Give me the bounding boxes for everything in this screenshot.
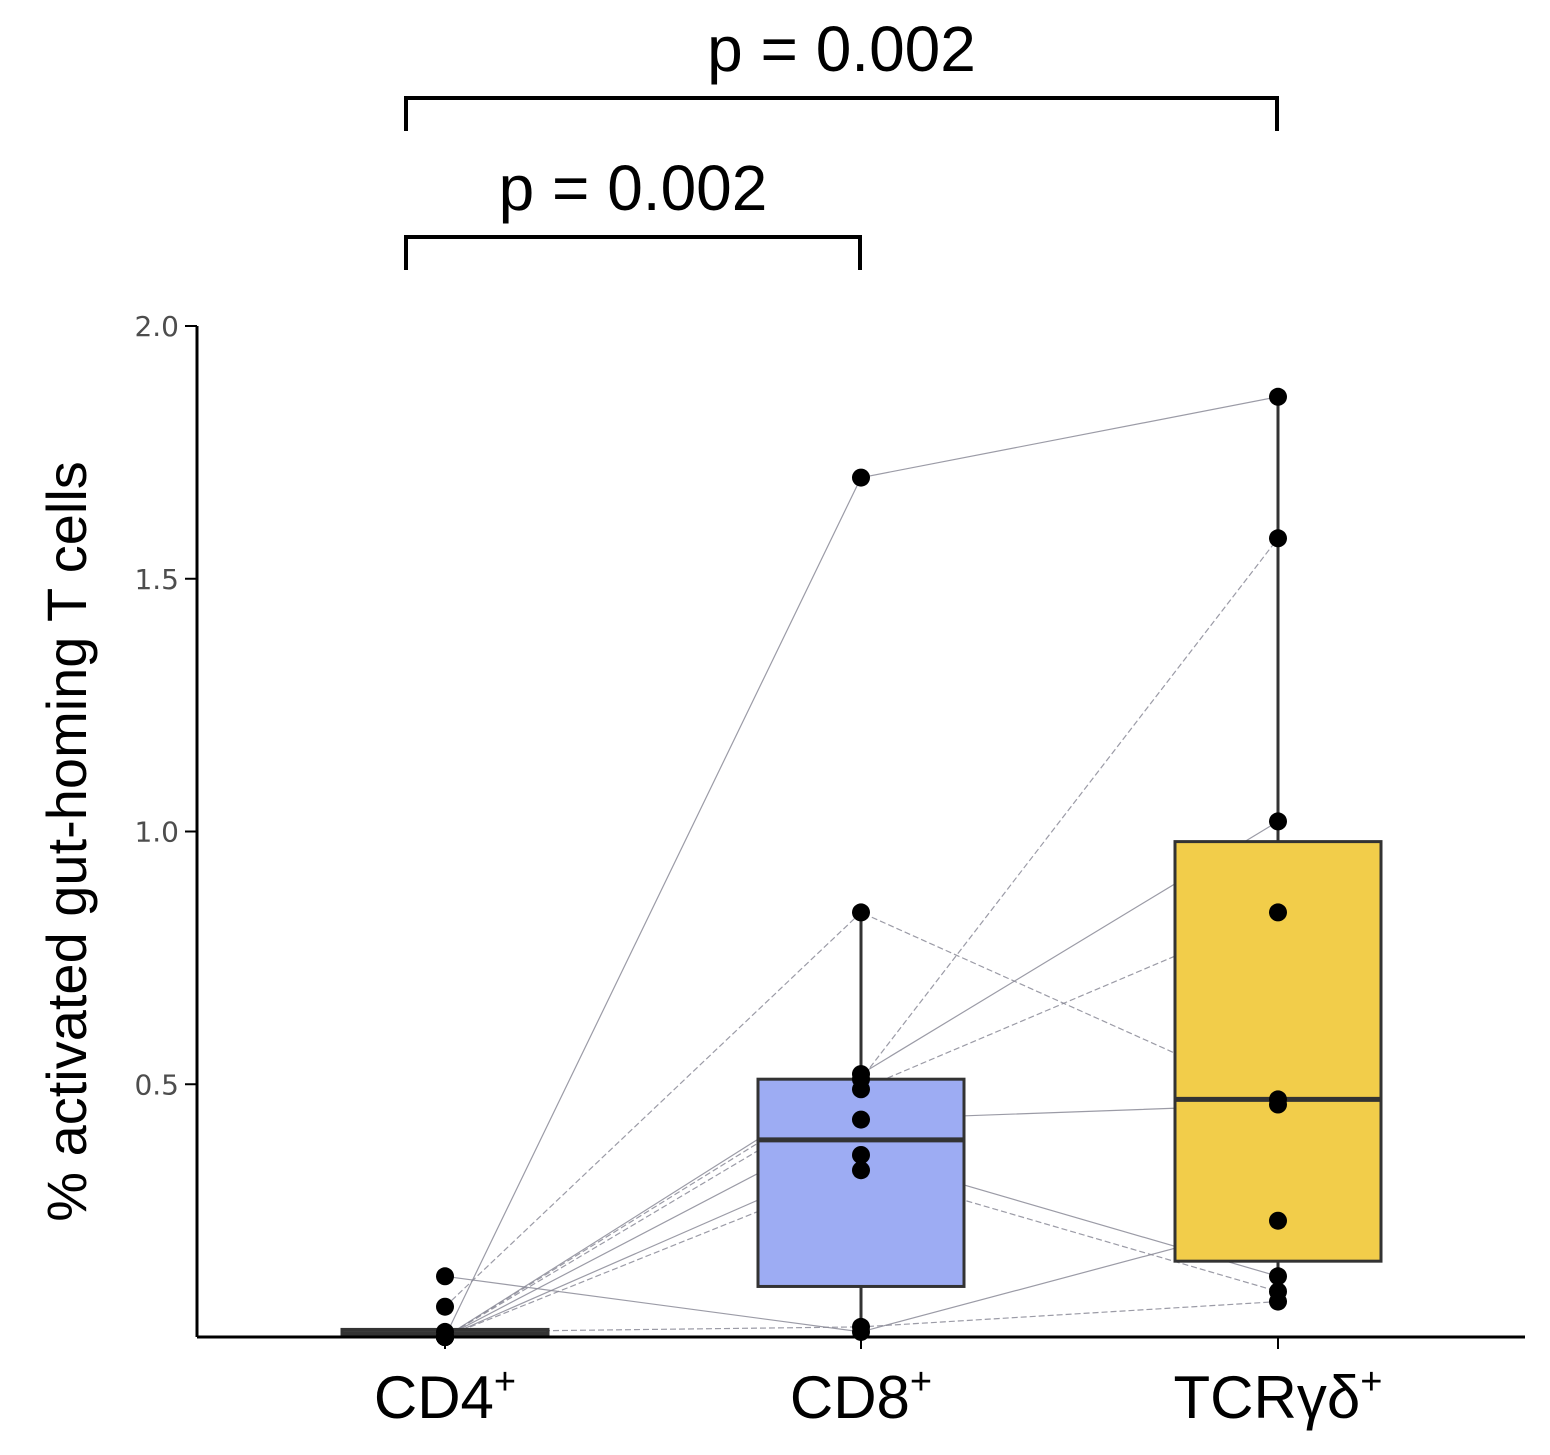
data-point [1269, 529, 1287, 548]
significance-bracket [404, 235, 862, 270]
y-axis-title: % activated gut-homing T cells [35, 461, 98, 1222]
x-tick-label-tcrγδ: TCRγδ+ [1174, 1361, 1383, 1431]
data-point [852, 1146, 870, 1164]
significance-bracket [404, 96, 1279, 131]
data-point [1269, 1267, 1287, 1286]
y-tick-label: 2.0 [134, 310, 179, 343]
data-point [1269, 812, 1287, 831]
y-tick-label: 1.0 [134, 816, 179, 849]
y-tick-label: 0.5 [134, 1068, 179, 1101]
data-point [1269, 903, 1287, 922]
p-value-label: p = 0.002 [499, 152, 768, 224]
x-tick-label-cd8: CD8+ [790, 1361, 932, 1431]
data-point [852, 1161, 870, 1180]
data-point [852, 903, 870, 922]
paired-line [444, 1169, 1279, 1338]
data-point [852, 1065, 870, 1084]
data-point [852, 468, 870, 487]
p-value-label: p = 0.002 [707, 13, 976, 85]
points-layer [436, 387, 1287, 1346]
data-point [1269, 1090, 1287, 1109]
data-point [436, 1297, 454, 1316]
data-point [436, 1267, 454, 1286]
data-point [852, 1317, 870, 1336]
y-tick-label: 1.5 [134, 563, 179, 596]
data-point [1269, 1211, 1287, 1230]
significance-layer: p = 0.002 p = 0.002 [404, 13, 1279, 270]
paired-line [444, 911, 1279, 1338]
axes-layer: 0.5 1.0 1.5 2.0 CD4+ CD8+ TCRγδ+ % activated gu… [35, 310, 1525, 1431]
data-point [852, 1110, 870, 1129]
data-point [1269, 1292, 1287, 1311]
data-point [1269, 387, 1287, 406]
data-point [852, 1080, 870, 1099]
x-tick-label-cd4: CD4+ [374, 1361, 516, 1431]
paired-line [444, 911, 1279, 1308]
box-cd8 [756, 1077, 966, 1288]
boxes-layer [340, 396, 1383, 1339]
